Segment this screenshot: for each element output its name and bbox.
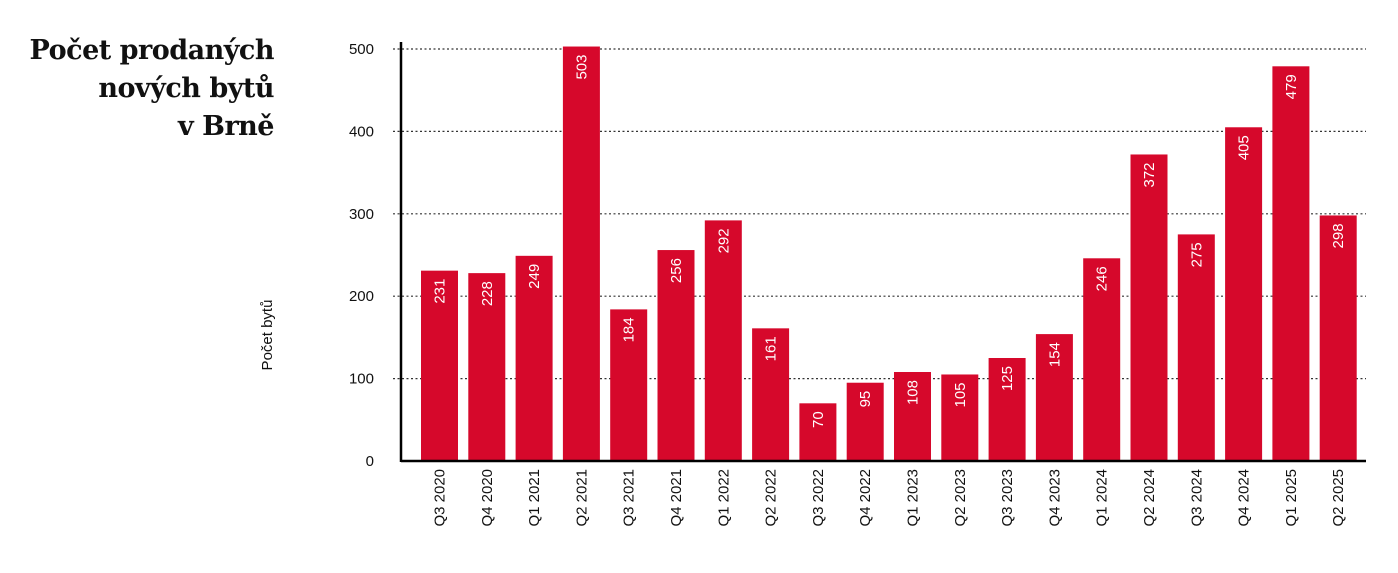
bar: [1225, 127, 1263, 461]
data-label: 108: [905, 380, 922, 405]
data-label: 161: [763, 336, 780, 361]
x-tick-label: Q1 2021: [526, 469, 543, 527]
data-label: 105: [952, 382, 969, 407]
y-tick-label: 300: [349, 206, 374, 223]
y-tick-label: 200: [349, 288, 374, 305]
data-label: 246: [1094, 266, 1111, 291]
y-tick-label: 500: [349, 41, 374, 58]
data-label: 125: [999, 366, 1016, 391]
x-tick-label: Q2 2024: [1141, 469, 1158, 527]
bar: [468, 273, 506, 461]
bar: [515, 255, 553, 461]
bar: [1177, 234, 1215, 461]
x-tick-label: Q3 2023: [999, 469, 1016, 527]
x-tick-label: Q4 2020: [479, 469, 496, 527]
bar: [799, 403, 837, 461]
bar: [610, 309, 648, 461]
data-label: 184: [621, 317, 638, 342]
x-tick-label: Q2 2022: [763, 469, 780, 527]
data-label: 503: [573, 55, 590, 80]
x-tick-label: Q4 2022: [857, 469, 874, 527]
x-tick-label: Q3 2020: [432, 469, 449, 527]
bar: [1035, 334, 1073, 461]
bar: [1319, 215, 1357, 461]
x-tick-label: Q1 2025: [1283, 469, 1300, 527]
y-axis-label: Počet bytů: [259, 300, 276, 371]
data-label: 275: [1188, 242, 1205, 267]
x-tick-label: Q3 2024: [1188, 469, 1205, 527]
title-line: nových bytů: [98, 73, 274, 104]
data-label: 372: [1141, 162, 1158, 187]
bar: [1083, 258, 1121, 461]
bar: [704, 220, 742, 461]
data-label: 405: [1236, 135, 1253, 160]
data-label: 70: [810, 411, 827, 428]
data-label: 95: [857, 391, 874, 408]
chart-title: Počet prodaných nových bytů v Brně: [29, 32, 275, 146]
bar: [1272, 66, 1310, 461]
data-label: 292: [715, 228, 732, 253]
y-tick-label: 0: [366, 453, 374, 470]
x-tick-label: Q2 2023: [952, 469, 969, 527]
data-label: 256: [668, 258, 685, 283]
data-label: 479: [1283, 74, 1300, 99]
bar: [752, 328, 790, 461]
bar: [846, 382, 884, 461]
data-label: 154: [1046, 342, 1063, 367]
data-label: 249: [526, 264, 543, 289]
data-label: 231: [432, 279, 449, 304]
title-line: Počet prodaných: [29, 35, 275, 66]
bar: [941, 374, 979, 461]
bar: [657, 250, 695, 461]
data-label: 228: [479, 281, 496, 306]
bar: [988, 358, 1026, 461]
y-tick-label: 400: [349, 123, 374, 140]
bar: [1130, 154, 1168, 462]
x-tick-label: Q1 2022: [715, 469, 732, 527]
x-tick-label: Q4 2021: [668, 469, 685, 527]
bar: [894, 372, 931, 461]
title-line: v Brně: [178, 111, 274, 142]
x-tick-label: Q1 2023: [905, 469, 922, 527]
x-tick-label: Q4 2024: [1236, 469, 1253, 527]
y-tick-label: 100: [349, 371, 374, 388]
data-label: 298: [1330, 223, 1347, 248]
x-tick-label: Q2 2025: [1330, 469, 1347, 527]
x-tick-label: Q2 2021: [573, 469, 590, 527]
x-tick-label: Q4 2023: [1046, 469, 1063, 527]
x-tick-label: Q3 2022: [810, 469, 827, 527]
bar: [421, 270, 458, 461]
bar: [562, 46, 600, 461]
x-tick-label: Q1 2024: [1094, 469, 1111, 527]
x-tick-label: Q3 2021: [621, 469, 638, 527]
